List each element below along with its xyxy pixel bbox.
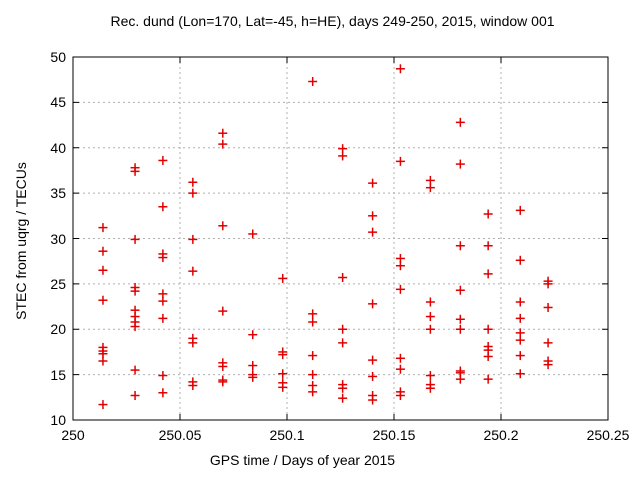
x-tick-label: 250.25 <box>586 427 630 443</box>
plot-border <box>72 56 609 421</box>
x-tick-label: 250.05 <box>158 427 202 443</box>
y-tick-label: 20 <box>50 321 66 338</box>
y-tick-label: 50 <box>50 49 66 65</box>
x-tick-label: 250.2 <box>483 427 519 443</box>
y-tick-label: 40 <box>50 139 66 156</box>
x-tick-label: 250.1 <box>269 427 305 443</box>
x-axis-label: GPS time / Days of year 2015 <box>209 452 396 468</box>
x-tick-label: 250.15 <box>372 427 416 443</box>
x-tick-label: 250 <box>61 427 85 443</box>
chart-title: Rec. dund (Lon=170, Lat=-45, h=HE), days… <box>110 13 555 29</box>
y-tick-label: 15 <box>50 366 66 383</box>
y-tick-label: 10 <box>50 412 66 428</box>
y-tick-label: 45 <box>50 94 66 111</box>
data-points-layer <box>98 64 553 410</box>
y-tick-label: 30 <box>50 230 66 247</box>
y-tick-label: 25 <box>50 275 66 292</box>
y-tick-label: 35 <box>50 185 66 202</box>
